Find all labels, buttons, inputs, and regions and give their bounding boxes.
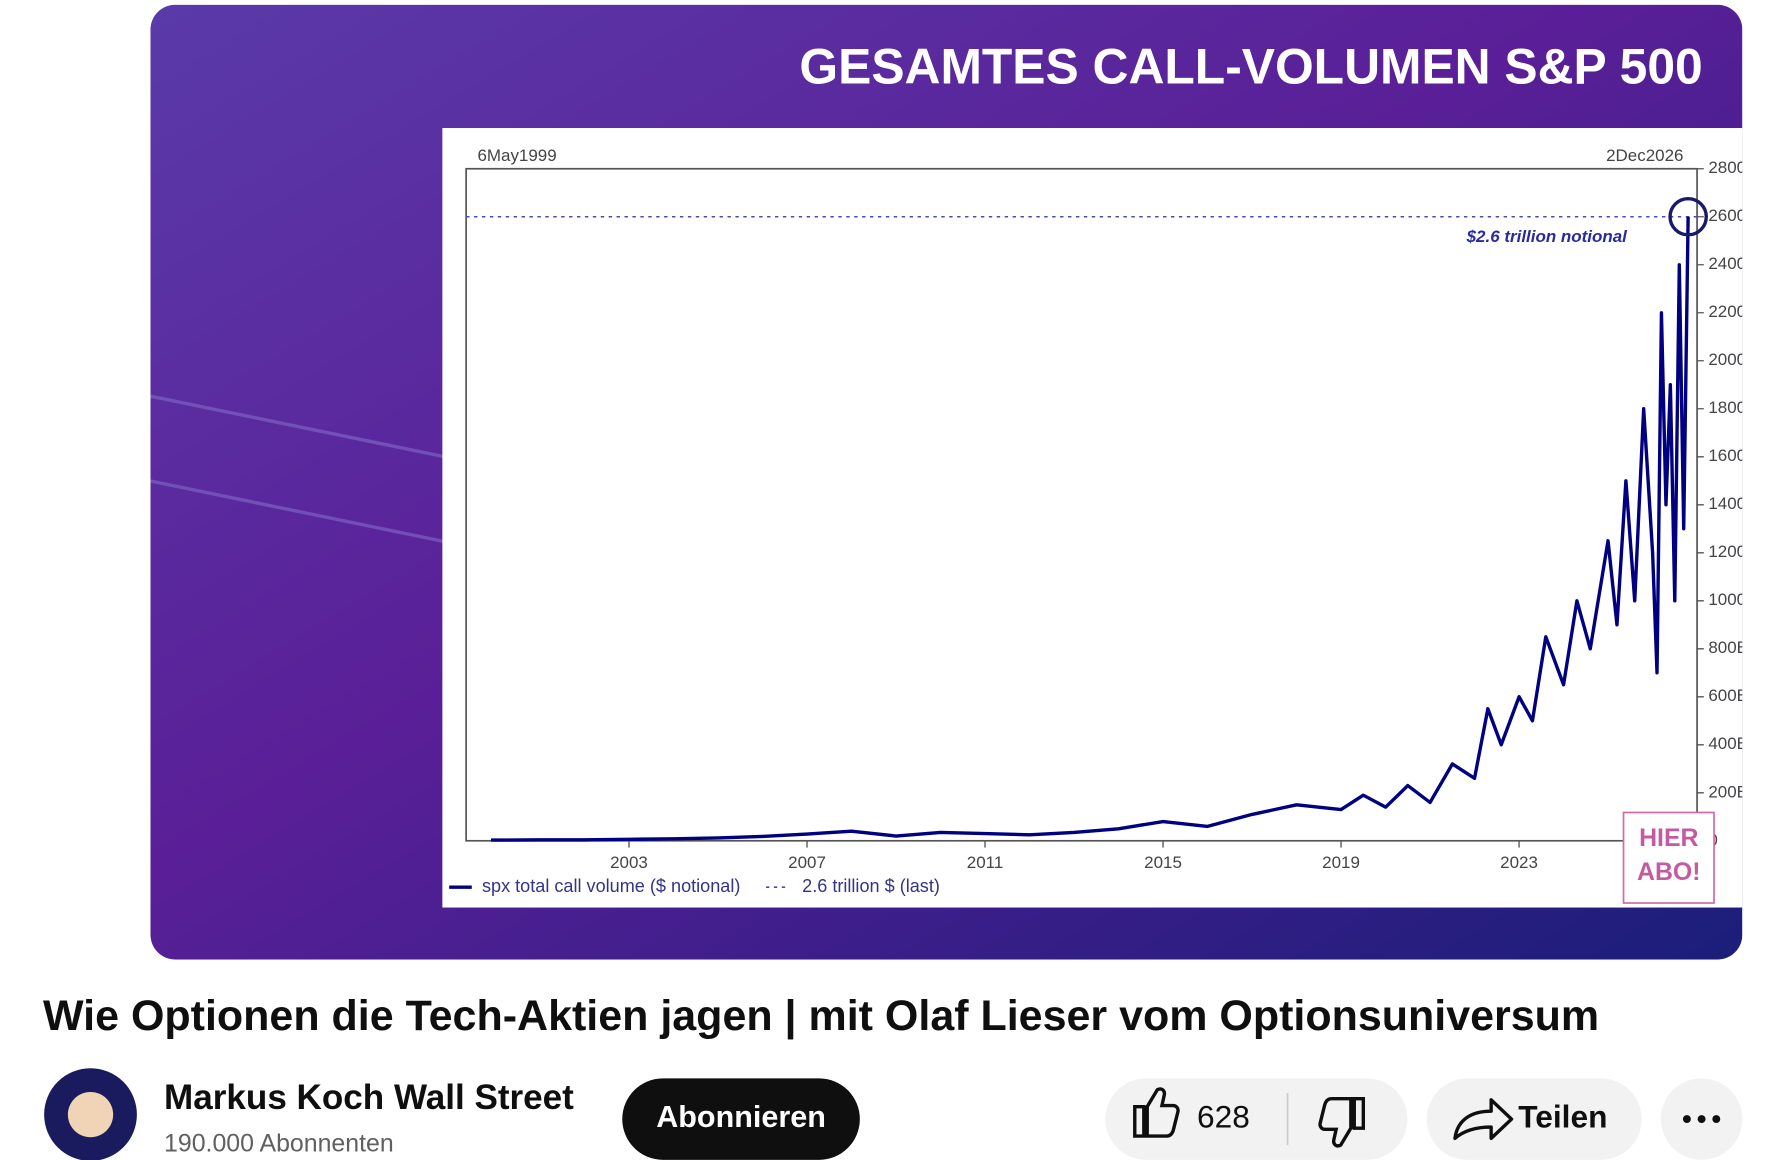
x-tick-label: 2011 [967, 853, 1004, 872]
end-date: 2Dec2026 [1606, 146, 1683, 165]
thumbs-up-icon [1133, 1087, 1180, 1138]
y-tick-label: 1400B [1708, 494, 1757, 513]
like-count: 628 [1197, 1098, 1250, 1134]
last-point-highlight [1668, 196, 1708, 237]
dot [1712, 1115, 1721, 1124]
annotation: $2.6 trillion notional [1466, 227, 1628, 246]
y-tick-label: 400B [1708, 734, 1748, 753]
x-tick-label: 2003 [610, 853, 648, 872]
y-tick-label: 1200B [1708, 542, 1757, 561]
channel-name[interactable]: Markus Koch Wall Street [164, 1078, 574, 1117]
y-tick-label: 2600B [1708, 206, 1757, 225]
share-button[interactable]: Teilen [1426, 1078, 1642, 1160]
y-tick-label: 600B [1708, 686, 1748, 705]
dot [1682, 1115, 1691, 1124]
y-tick-label: 2400B [1708, 254, 1757, 273]
subscribe-badge[interactable] [1622, 811, 1715, 904]
button-background [1426, 1078, 1642, 1160]
button-label: Teilen [1518, 1098, 1607, 1134]
legend-label: 2.6 trillion $ (last) [802, 876, 940, 896]
y-tick-label: 2200B [1708, 302, 1757, 321]
decor-line [150, 479, 453, 545]
y-tick-label: 1600B [1708, 446, 1757, 465]
subscriber-count: 190.000 Abonnenten [164, 1130, 394, 1158]
series-line [491, 216, 1690, 842]
like-button[interactable]: 628 [1133, 1087, 1250, 1138]
badge-text: ABO! [1637, 858, 1701, 886]
start-date: 6May1999 [477, 146, 556, 165]
y-tick-label: 1000B [1708, 590, 1757, 609]
decor-line [150, 394, 453, 461]
chart-panel [442, 128, 1743, 908]
legend-label: spx total call volume ($ notional) [482, 876, 740, 896]
y-tick-label: 800B [1708, 638, 1748, 657]
x-tick-label: 2019 [1322, 853, 1360, 872]
button-label: Abonnieren [656, 1100, 826, 1134]
x-tick-label: 2023 [1500, 853, 1538, 872]
more-button[interactable] [1660, 1078, 1743, 1160]
video-thumbnail[interactable]: GESAMTES CALL-VOLUMEN S&P 500 6May1999 2… [150, 4, 1757, 960]
button-background [622, 1078, 860, 1160]
y-tick-label: 2800B [1708, 158, 1757, 177]
x-tick-label: 2007 [788, 853, 826, 872]
dot [1697, 1115, 1706, 1124]
dislike-button[interactable] [1318, 1097, 1366, 1148]
badge-text: HIER [1639, 824, 1698, 852]
y-tick-label: 1800B [1708, 398, 1757, 417]
thumbnail-title: GESAMTES CALL-VOLUMEN S&P 500 [799, 38, 1702, 94]
x-tick-label: 2015 [1144, 853, 1182, 872]
subscribe-button[interactable]: Abonnieren [622, 1078, 860, 1160]
video-title: Wie Optionen die Tech-Aktien jagen | mit… [43, 992, 1599, 1040]
share-icon [1453, 1098, 1514, 1141]
avatar-face [67, 1091, 114, 1138]
y-tick-label: 200B [1708, 782, 1748, 801]
y-tick-label: 2000B [1708, 350, 1757, 369]
